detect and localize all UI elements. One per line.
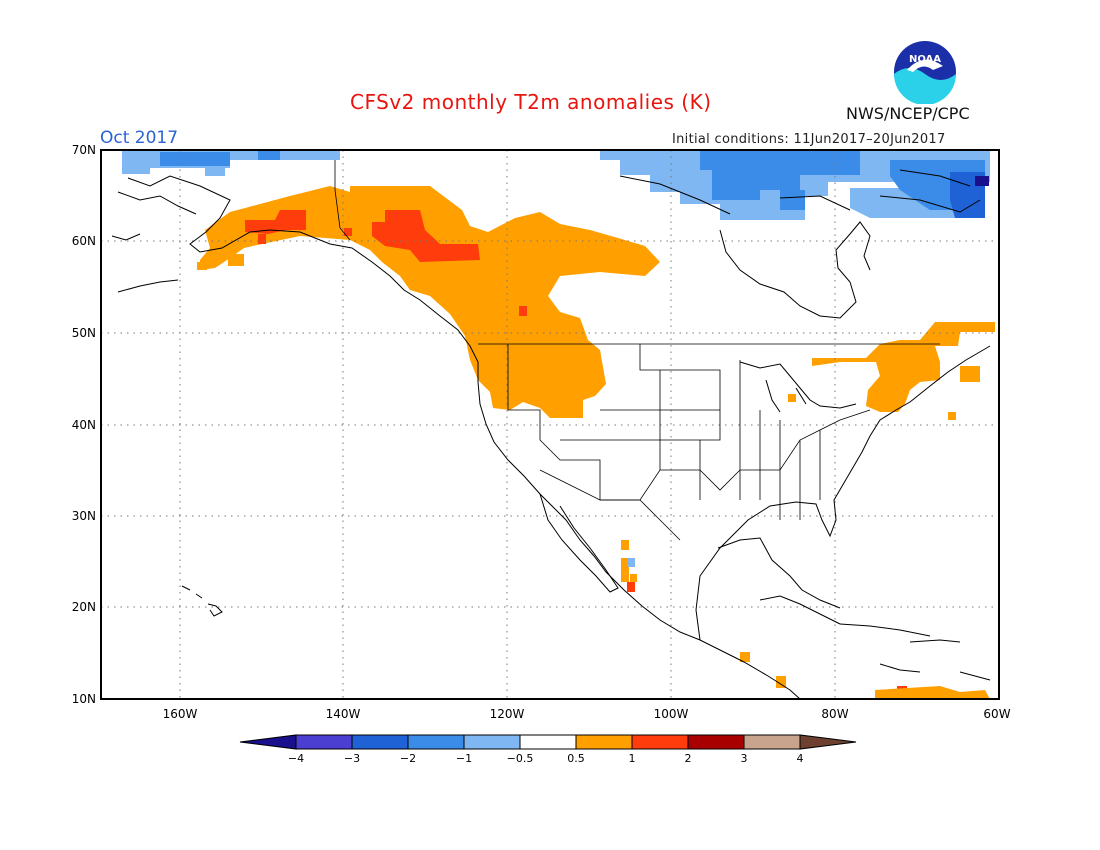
political-borders	[334, 160, 940, 541]
lon-label: 80W	[821, 707, 848, 721]
legend-color-box	[351, 734, 409, 750]
legend-arrow-high	[799, 734, 857, 750]
logo-text: NOAA	[909, 54, 941, 65]
lon-label: 140W	[326, 707, 361, 721]
lat-label: 20N	[72, 600, 96, 614]
noaa-logo-icon: NOAA	[894, 41, 956, 104]
legend-color-box	[463, 734, 521, 750]
coastlines	[111, 169, 991, 700]
color-legend: −4 −3 −2 −1 −0.5 0.5 1 2 3 4	[239, 734, 857, 765]
legend-color-box	[743, 734, 801, 750]
legend-tick-label: 4	[797, 752, 804, 765]
lat-label: 60N	[72, 234, 96, 248]
legend-tick-label: −2	[400, 752, 416, 765]
anomaly-shading	[122, 150, 995, 699]
legend-tick-label: −4	[288, 752, 304, 765]
legend-tick-label: 1	[629, 752, 636, 765]
lat-label: 40N	[72, 418, 96, 432]
lat-label: 70N	[72, 143, 96, 157]
initial-conditions: Initial conditions: 11Jun2017–20Jun2017	[672, 132, 946, 147]
legend-color-box	[295, 734, 353, 750]
map-frame	[100, 149, 1000, 700]
lat-label: 50N	[72, 326, 96, 340]
agency-label: NWS/NCEP/CPC	[846, 104, 970, 123]
lat-label: 10N	[72, 692, 96, 706]
lon-label: 160W	[163, 707, 198, 721]
legend-color-box	[687, 734, 745, 750]
legend-tick-label: −3	[344, 752, 360, 765]
lat-label: 30N	[72, 509, 96, 523]
legend-tick-label: 0.5	[567, 752, 585, 765]
legend-color-box	[631, 734, 689, 750]
legend-tick-label: −1	[456, 752, 472, 765]
legend-color-box	[519, 734, 577, 750]
lon-label: 120W	[490, 707, 525, 721]
chart-title: CFSv2 monthly T2m anomalies (K)	[350, 90, 712, 114]
legend-tick-label: 3	[741, 752, 748, 765]
lon-label: 100W	[654, 707, 689, 721]
legend-arrow-low	[239, 734, 297, 750]
legend-tick-label: 2	[685, 752, 692, 765]
forecast-month: Oct 2017	[100, 128, 179, 148]
legend-color-box	[575, 734, 633, 750]
graticule	[101, 150, 999, 699]
lon-label: 60W	[983, 707, 1010, 721]
legend-tick-label: −0.5	[507, 752, 534, 765]
legend-color-box	[407, 734, 465, 750]
